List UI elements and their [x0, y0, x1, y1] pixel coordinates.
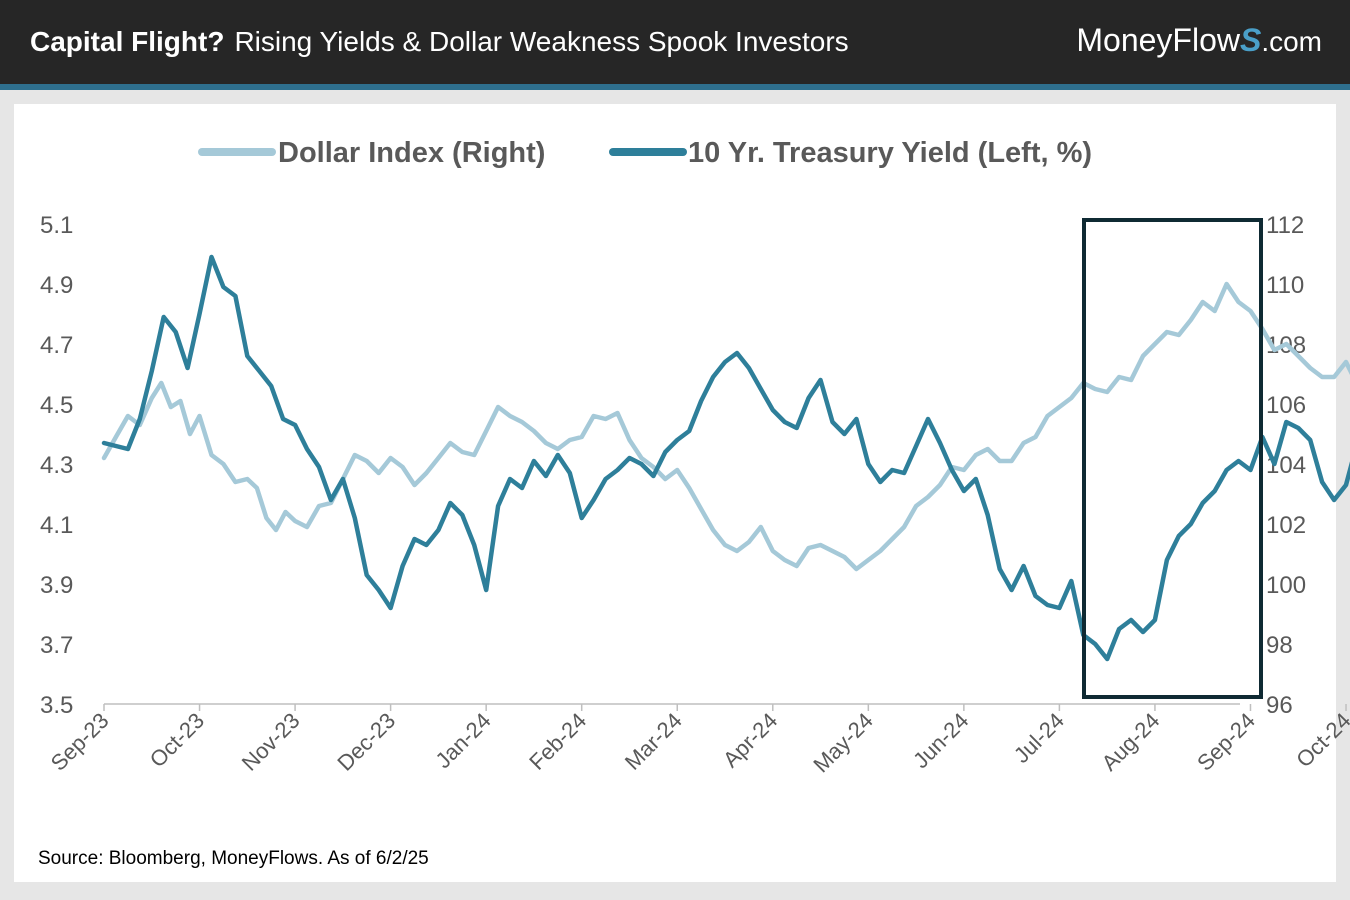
x-tick-label: Mar-24 [620, 708, 687, 775]
x-tick-label: Feb-24 [524, 708, 591, 775]
left-tick-label: 4.5 [40, 392, 73, 419]
header-divider [0, 84, 1350, 90]
logo-s-mark: S [1239, 22, 1262, 58]
logo-text: MoneyFlow [1076, 22, 1240, 58]
x-tick-label: Oct-23 [145, 708, 209, 772]
right-tick-label: 102 [1266, 512, 1306, 539]
header-bar: Capital Flight? Rising Yields & Dollar We… [0, 0, 1350, 84]
left-tick-label: 5.1 [40, 212, 73, 239]
x-tick-label: Apr-24 [718, 708, 782, 772]
x-tick-label: Aug-24 [1097, 708, 1165, 776]
x-tick-label: Jan-24 [430, 708, 495, 773]
highlight-box [1082, 218, 1263, 699]
x-tick-label: Jun-24 [908, 708, 973, 773]
right-tick-label: 100 [1266, 572, 1306, 599]
source-note: Source: Bloomberg, MoneyFlows. As of 6/2… [38, 848, 429, 869]
right-tick-label: 112 [1266, 212, 1304, 239]
legend-label-dollar: Dollar Index (Right) [278, 137, 545, 169]
left-tick-label: 4.9 [40, 272, 73, 299]
chart-panel [14, 104, 1336, 882]
moneyflows-logo: MoneyFlowS.com [1076, 22, 1322, 59]
chart-legend: Dollar Index (Right) 10 Yr. Treasury Yie… [198, 137, 1092, 169]
chart-title: Capital Flight? Rising Yields & Dollar We… [30, 26, 849, 58]
title-text: Rising Yields & Dollar Weakness Spook In… [234, 26, 849, 57]
x-tick-label: Jul-24 [1009, 708, 1069, 768]
left-tick-label: 3.5 [40, 692, 73, 719]
x-tick-label: May-24 [808, 708, 878, 778]
treasury-yield-line [101, 254, 1350, 662]
left-tick-label: 4.7 [40, 332, 73, 359]
left-tick-label: 3.7 [40, 632, 73, 659]
logo-suffix: .com [1261, 26, 1322, 57]
right-tick-label: 106 [1266, 392, 1306, 419]
title-emphasis: Capital Flight? [30, 26, 225, 57]
right-tick-label: 110 [1266, 272, 1304, 299]
right-tick-label: 96 [1266, 692, 1293, 719]
dollar-index-line [101, 281, 1350, 572]
x-tick-label: Oct-24 [1291, 708, 1350, 772]
left-tick-label: 4.1 [40, 512, 73, 539]
left-tick-label: 3.9 [40, 572, 73, 599]
chart-series [101, 254, 1350, 662]
x-tick-label: Dec-23 [332, 708, 400, 776]
left-tick-label: 4.3 [40, 452, 73, 479]
right-tick-label: 98 [1266, 632, 1293, 659]
chart-overlay [1082, 218, 1263, 699]
x-tick-label: Nov-23 [237, 708, 305, 776]
x-tick-label: Sep-24 [1192, 708, 1260, 776]
legend-label-yield: 10 Yr. Treasury Yield (Left, %) [688, 137, 1092, 169]
